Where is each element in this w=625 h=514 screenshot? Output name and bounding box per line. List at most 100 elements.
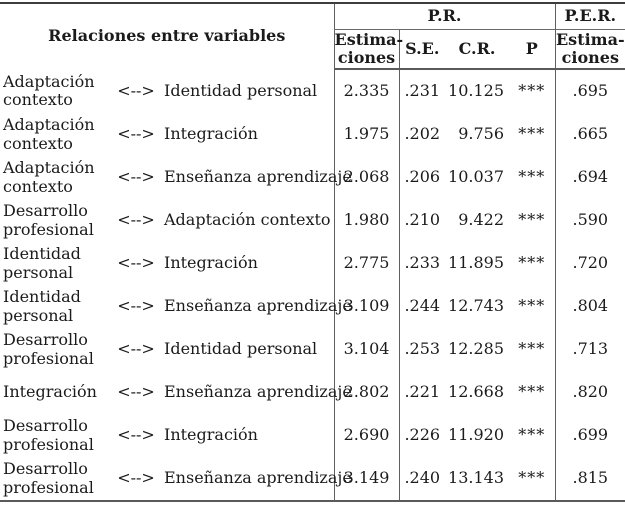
header-pr-estimaciones: Estima- ciones [333, 29, 404, 70]
variable-right-label: Enseñanza aprendizaje [164, 468, 352, 488]
per-estimacion-value: .713 [572, 339, 609, 359]
variable-right-label: Enseñanza aprendizaje [164, 382, 352, 402]
pr-estimacion-value: 2.068 [333, 156, 400, 199]
table-row: Identidad personal <--> Integración 2.77… [0, 242, 625, 285]
bidirectional-arrow: <--> [117, 124, 155, 144]
se-value: .231 [404, 81, 441, 101]
variable-left-label: Identidad personal [3, 244, 81, 282]
header-per-estimaciones: Estima- ciones [555, 29, 625, 70]
cr-value: 10.037 [448, 167, 505, 187]
pr-estimacion-value: 1.980 [333, 199, 400, 242]
table-row: Adaptación contexto <--> Identidad perso… [0, 69, 625, 113]
cr-value: 9.756 [458, 124, 505, 144]
per-estimacion-value: .815 [572, 468, 609, 488]
per-estimacion-value: .590 [572, 210, 609, 230]
per-estimacion-value: .665 [572, 124, 609, 144]
per-estimacion-value: .720 [572, 253, 609, 273]
p-significance-value: *** [509, 371, 556, 414]
pr-estimacion-value: 3.104 [333, 328, 400, 371]
p-significance-value: *** [509, 199, 556, 242]
bidirectional-arrow: <--> [117, 425, 155, 445]
se-value: .253 [404, 339, 441, 359]
variable-right-label: Enseñanza aprendizaje [164, 167, 352, 187]
per-estimacion-value: .694 [572, 167, 609, 187]
cr-value: 12.285 [448, 339, 505, 359]
variable-left-label: Integración [3, 382, 97, 402]
p-significance-value: *** [509, 328, 556, 371]
cr-value: 9.422 [458, 210, 505, 230]
se-value: .244 [404, 296, 441, 316]
header-cr: C.R. [445, 29, 510, 70]
p-significance-value: *** [509, 156, 556, 199]
table-header: Relaciones entre variables P.R. P.E.R. E… [0, 3, 625, 70]
se-value: .202 [404, 124, 441, 144]
per-estimacion-value: .804 [572, 296, 609, 316]
p-significance-value: *** [509, 285, 556, 328]
pr-estimacion-value: 2.802 [333, 371, 400, 414]
variable-left-label: Identidad personal [3, 287, 81, 325]
cr-value: 10.125 [448, 81, 505, 101]
table-body: Adaptación contexto <--> Identidad perso… [0, 69, 625, 501]
table-row: Desarrollo profesional <--> Adaptación c… [0, 199, 625, 242]
p-significance-value: *** [509, 457, 556, 501]
header-relaciones-entre-variables: Relaciones entre variables [48, 26, 286, 46]
cr-value: 11.895 [448, 253, 505, 273]
pr-estimacion-value: 2.775 [333, 242, 400, 285]
pr-estimacion-value: 3.149 [333, 457, 400, 501]
p-significance-value: *** [509, 414, 556, 457]
cr-value: 13.143 [448, 468, 505, 488]
table-row: Adaptación contexto <--> Integración 1.9… [0, 113, 625, 156]
table-row: Desarrollo profesional <--> Enseñanza ap… [0, 457, 625, 501]
p-significance-value: *** [509, 69, 556, 113]
variable-left-label: Desarrollo profesional [3, 330, 94, 368]
per-estimacion-value: .695 [572, 81, 609, 101]
header-pr-group: P.R. [333, 3, 556, 30]
pr-estimacion-value: 3.109 [333, 285, 400, 328]
table-row: Adaptación contexto <--> Enseñanza apren… [0, 156, 625, 199]
pr-estimacion-value: 2.690 [333, 414, 400, 457]
cr-value: 12.668 [448, 382, 505, 402]
p-significance-value: *** [509, 113, 556, 156]
variable-left-label: Adaptación contexto [3, 115, 95, 153]
bidirectional-arrow: <--> [117, 382, 155, 402]
header-se: S.E. [399, 29, 446, 70]
se-value: .221 [404, 382, 441, 402]
cr-value: 11.920 [448, 425, 505, 445]
variable-left-label: Desarrollo profesional [3, 201, 94, 239]
variable-left-label: Adaptación contexto [3, 158, 95, 196]
variable-right-label: Integración [164, 253, 258, 273]
per-estimacion-value: .820 [572, 382, 609, 402]
se-value: .240 [404, 468, 441, 488]
bidirectional-arrow: <--> [117, 339, 155, 359]
header-p: P [509, 29, 556, 70]
table-row: Desarrollo profesional <--> Identidad pe… [0, 328, 625, 371]
table-row: Desarrollo profesional <--> Integración … [0, 414, 625, 457]
p-significance-value: *** [509, 242, 556, 285]
bidirectional-arrow: <--> [117, 167, 155, 187]
variable-right-label: Integración [164, 425, 258, 445]
bidirectional-arrow: <--> [117, 253, 155, 273]
variable-left-label: Desarrollo profesional [3, 416, 94, 454]
per-estimacion-value: .699 [572, 425, 609, 445]
bidirectional-arrow: <--> [117, 210, 155, 230]
se-value: .233 [404, 253, 441, 273]
cr-value: 12.743 [448, 296, 505, 316]
variable-right-label: Enseñanza aprendizaje [164, 296, 352, 316]
variable-left-label: Adaptación contexto [3, 71, 95, 109]
correlations-table: Relaciones entre variables P.R. P.E.R. E… [0, 2, 625, 502]
bidirectional-arrow: <--> [117, 468, 155, 488]
pr-estimacion-value: 2.335 [333, 69, 400, 113]
variable-left-label: Desarrollo profesional [3, 459, 94, 497]
table-row: Identidad personal <--> Enseñanza aprend… [0, 285, 625, 328]
variable-right-label: Identidad personal [164, 339, 318, 359]
bidirectional-arrow: <--> [117, 296, 155, 316]
se-value: .210 [404, 210, 441, 230]
table-row: Integración <--> Enseñanza aprendizaje 2… [0, 371, 625, 414]
bidirectional-arrow: <--> [117, 80, 155, 100]
se-value: .226 [404, 425, 441, 445]
variable-right-label: Integración [164, 124, 258, 144]
variable-right-label: Identidad personal [164, 80, 318, 100]
se-value: .206 [404, 167, 441, 187]
pr-estimacion-value: 1.975 [333, 113, 400, 156]
